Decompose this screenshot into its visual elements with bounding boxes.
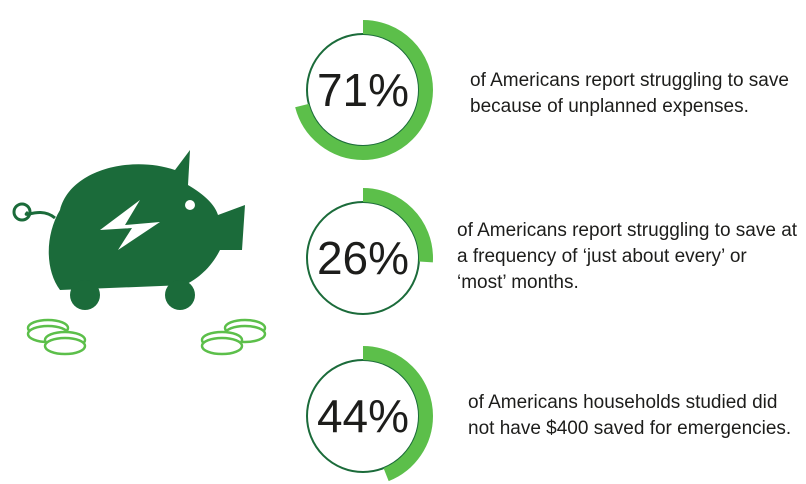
ring-value-label: 71% [317,64,409,116]
annotation: of Americans report struggling to save b… [470,68,800,120]
annotation: of Americans report struggling to save a… [457,218,800,296]
ring-value-label: 26% [317,232,409,284]
ring-value-label: 44% [317,390,409,442]
annotation: of Americans households studied did not … [468,390,800,442]
piggy-bank-icon [14,150,245,310]
infographic: 71% 26% 44% of Americans report struggling… [0,0,806,484]
coins-icon [28,320,265,354]
